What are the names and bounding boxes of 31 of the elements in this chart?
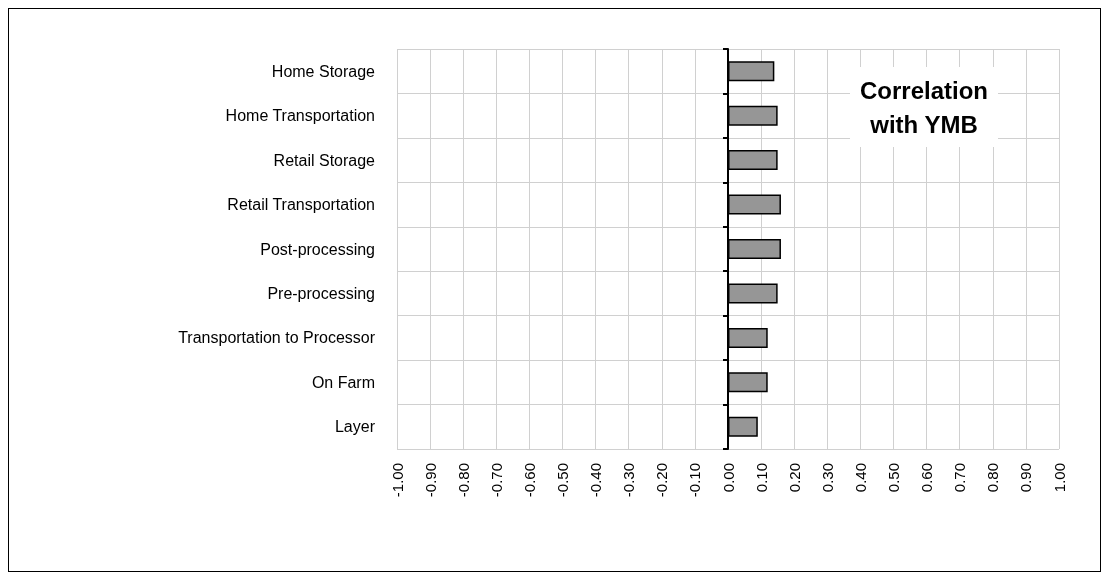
x-tick-label: 0.30 (818, 463, 836, 493)
x-tick-label: 0.70 (951, 463, 969, 493)
x-tick-label: -1.00 (388, 463, 406, 498)
x-tick-label: -0.90 (421, 463, 439, 498)
x-tick-label: -0.60 (520, 463, 538, 498)
text: Correlation with YMB (859, 76, 989, 138)
y-tick-label: Retail Storage (273, 151, 376, 169)
x-tick-label: -0.50 (554, 463, 571, 498)
x-tick-label: 0.90 (1017, 463, 1035, 493)
x-tick-label: 0.80 (984, 463, 1002, 493)
x-tick-label: 1.00 (1050, 463, 1068, 493)
x-tick-label: 0.60 (918, 463, 936, 493)
x-tick-label: 0.40 (851, 463, 869, 493)
x-tick-label: -0.70 (487, 463, 505, 498)
y-tick-label: Post-processing (260, 240, 375, 258)
y-tick-label: Transportation to Processor (178, 329, 376, 347)
x-tick-label: -0.20 (653, 463, 671, 498)
x-tick-label: -0.80 (454, 463, 472, 498)
y-tick-label: Layer (334, 418, 376, 436)
x-tick-label: 0.20 (785, 463, 803, 493)
y-tick-label: Home Storage (271, 62, 376, 80)
x-tick-label: -0.10 (686, 463, 704, 498)
y-tick-label: On Farm (311, 373, 375, 391)
y-tick-label: Home Transportation (225, 107, 375, 125)
x-tick-label: -0.30 (620, 463, 638, 498)
y-tick-label: Pre-processing (267, 284, 375, 302)
x-tick-label: 0.00 (719, 463, 737, 493)
x-tick-label: 0.50 (885, 463, 902, 493)
y-tick-label: Retail Transportation (227, 196, 375, 214)
x-tick-label: -0.40 (587, 463, 605, 498)
x-tick-label: 0.10 (752, 463, 770, 493)
